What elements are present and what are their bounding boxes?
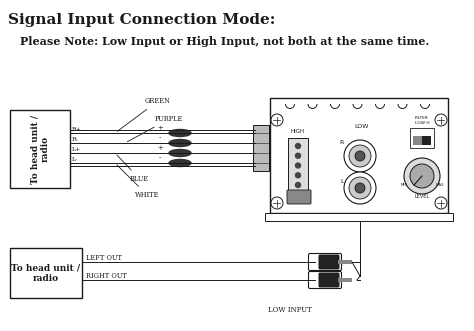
FancyBboxPatch shape [309,271,341,289]
Circle shape [404,158,440,194]
FancyBboxPatch shape [309,254,341,270]
Circle shape [295,163,301,168]
Circle shape [295,144,301,149]
Text: PURPLE: PURPLE [128,115,183,142]
FancyBboxPatch shape [10,248,82,298]
Text: +: + [157,124,163,132]
Text: LOW: LOW [355,124,369,129]
Circle shape [410,164,434,188]
FancyBboxPatch shape [338,278,352,282]
Text: L+: L+ [72,147,82,152]
Text: Please Note: Low Input or High Input, not both at the same time.: Please Note: Low Input or High Input, no… [20,36,429,47]
FancyBboxPatch shape [287,190,311,204]
Text: WHITE: WHITE [117,165,159,199]
Ellipse shape [169,160,191,166]
Text: L: L [340,179,344,184]
Text: +: + [157,144,163,152]
Text: MIN: MIN [401,183,408,187]
FancyBboxPatch shape [10,110,70,188]
Text: To head unit /
radio: To head unit / radio [11,263,81,283]
Circle shape [295,173,301,178]
FancyBboxPatch shape [319,273,339,287]
Circle shape [355,151,365,161]
Text: L-: L- [72,157,78,162]
Text: -: - [159,134,161,142]
FancyBboxPatch shape [410,128,434,148]
FancyBboxPatch shape [288,138,308,193]
Text: R+: R+ [72,127,82,132]
Text: MAX: MAX [436,183,444,187]
Circle shape [295,182,301,187]
FancyBboxPatch shape [265,213,453,221]
Circle shape [271,197,283,209]
FancyBboxPatch shape [413,136,422,145]
Text: GREEN: GREEN [117,97,171,131]
Text: LEVEL: LEVEL [414,194,429,199]
Text: Signal Input Connection Mode:: Signal Input Connection Mode: [8,13,275,27]
Ellipse shape [169,150,191,157]
Text: R: R [340,140,344,145]
FancyBboxPatch shape [253,125,269,171]
FancyBboxPatch shape [270,98,448,213]
FancyBboxPatch shape [338,260,352,264]
Circle shape [344,172,376,204]
Circle shape [295,153,301,158]
FancyBboxPatch shape [319,255,339,269]
Text: HIGH: HIGH [291,129,305,134]
Text: FILTER
LOW H: FILTER LOW H [415,117,429,125]
Text: R-: R- [72,137,79,142]
Ellipse shape [169,129,191,136]
Text: BLUE: BLUE [117,155,149,183]
Text: LEFT OUT: LEFT OUT [86,254,122,262]
Circle shape [349,177,371,199]
Circle shape [435,114,447,126]
Circle shape [344,140,376,172]
Text: To head unit /
radio: To head unit / radio [30,115,50,184]
Circle shape [435,197,447,209]
Circle shape [271,114,283,126]
Text: LOW INPUT: LOW INPUT [268,306,312,314]
Text: -: - [159,154,161,162]
Circle shape [355,183,365,193]
FancyBboxPatch shape [413,136,431,145]
Circle shape [349,145,371,167]
Ellipse shape [169,139,191,147]
Text: RIGHT OUT: RIGHT OUT [86,272,127,280]
